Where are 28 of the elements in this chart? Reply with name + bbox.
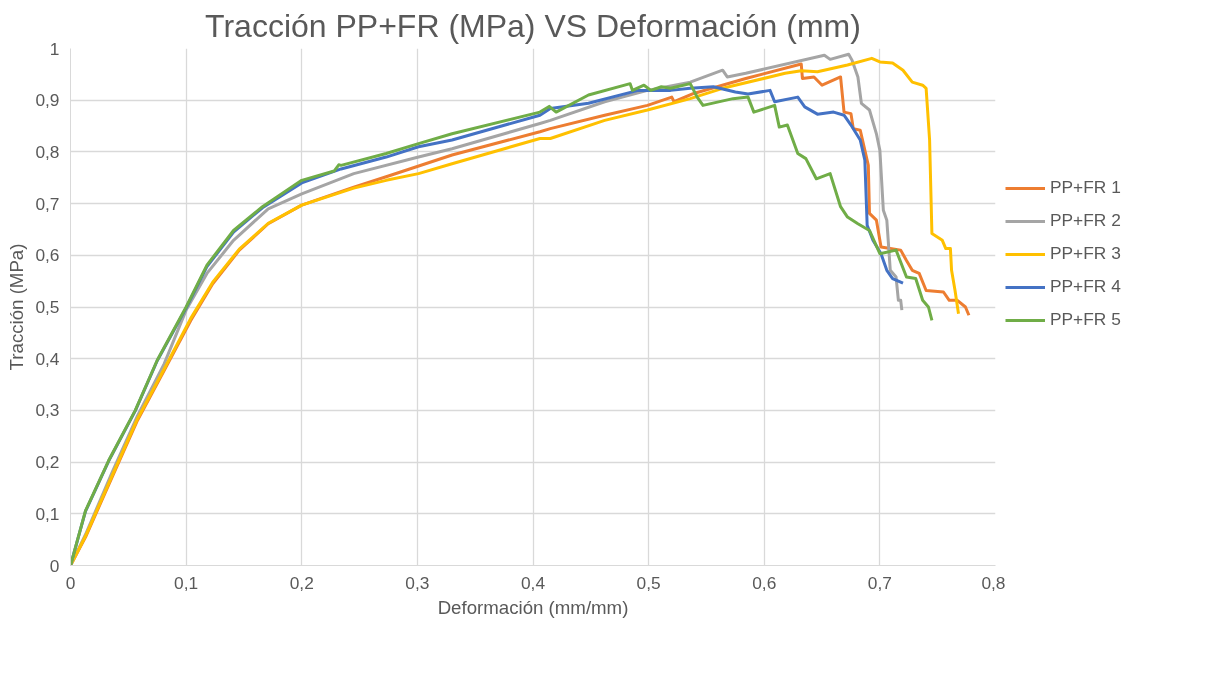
y-tick-label: 0,4 (35, 348, 60, 369)
y-tick-label: 0 (49, 555, 60, 576)
y-tick-label: 0,9 (35, 90, 60, 111)
y-tick-label: 0,3 (35, 400, 60, 421)
x-tick-label: 0,4 (520, 572, 546, 593)
y-tick-label: 0,7 (35, 193, 60, 214)
x-tick-label: 0,8 (981, 572, 1006, 593)
x-tick-label: 0,2 (289, 572, 314, 593)
x-tick-label: 0,3 (405, 572, 430, 593)
y-tick-label: 0,2 (35, 452, 60, 473)
y-tick-label: 0,1 (35, 503, 60, 524)
y-tick-label: 1 (49, 38, 60, 59)
legend-label: PP+FR 5 (1050, 309, 1121, 330)
legend-label: PP+FR 3 (1050, 243, 1121, 264)
legend-label: PP+FR 2 (1050, 210, 1121, 231)
x-tick-label: 0,1 (174, 572, 199, 593)
y-tick-label: 0,6 (35, 245, 60, 266)
y-tick-label: 0,8 (35, 141, 60, 162)
legend-label: PP+FR 4 (1050, 276, 1121, 297)
legend-label: PP+FR 1 (1050, 177, 1121, 198)
chart-title: Tracción PP+FR (MPa) VS Deformación (mm) (205, 7, 861, 44)
x-axis-title: Deformación (mm/mm) (437, 596, 629, 618)
y-axis-title: Tracción (MPa) (6, 243, 28, 371)
x-tick-label: 0,7 (867, 572, 892, 593)
x-tick-label: 0 (65, 572, 76, 593)
y-tick-label: 0,5 (35, 297, 60, 317)
x-tick-label: 0,5 (636, 572, 661, 593)
x-tick-label: 0,6 (752, 572, 777, 593)
